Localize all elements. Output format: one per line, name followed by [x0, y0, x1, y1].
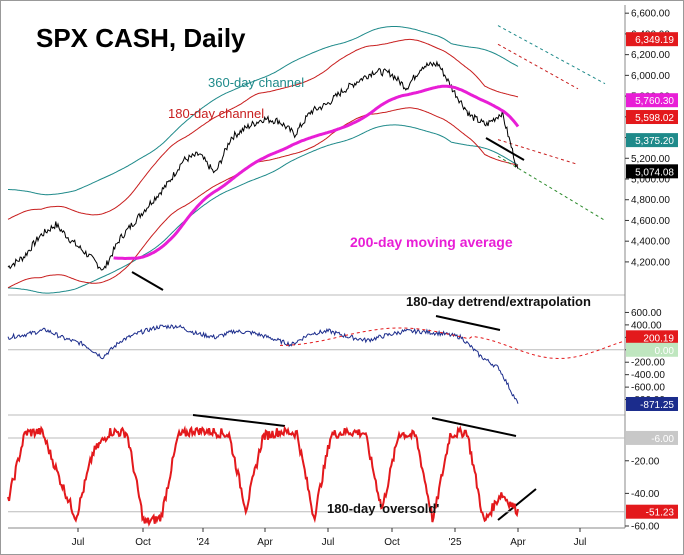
- trendline-apr25: [485, 137, 525, 161]
- value-tag-bg: [626, 164, 678, 179]
- value-tag-bg: [626, 342, 678, 357]
- y-tick-label: -20.00: [631, 456, 660, 467]
- annotation-detrend: 180-day detrend/extrapolation: [406, 294, 591, 309]
- x-tick-label: Jul: [72, 537, 85, 548]
- y-tick-label: -600.00: [631, 383, 665, 394]
- chart-title: SPX CASH, Daily: [36, 23, 246, 53]
- y-tick-label: 6,200.00: [631, 50, 670, 61]
- value-tag-bg: [626, 504, 678, 519]
- annotation-oversold: 180-day 'oversold': [327, 501, 439, 516]
- y-tick-label: -40.00: [631, 489, 660, 500]
- value-tag-bg: [626, 396, 678, 411]
- channel-180-lower: [7, 107, 519, 289]
- y-tick-label: 600.00: [631, 308, 662, 319]
- channel-360-upper: [8, 26, 519, 196]
- value-tag-label: -6.00: [651, 434, 674, 445]
- trendline-oversold-3: [497, 488, 537, 521]
- oversold-series: [7, 425, 625, 527]
- annotation-180-channel: 180-day channel: [168, 106, 264, 121]
- x-tick-label: Jul: [322, 537, 335, 548]
- trendline-oversold-2: [431, 417, 517, 437]
- value-tag-bg: [626, 430, 678, 445]
- channel-180-lower-projection: [497, 139, 579, 165]
- x-tick-label: Apr: [257, 537, 273, 548]
- value-tag-label: 6,349.19: [635, 35, 674, 46]
- ma-200-line: [113, 84, 520, 260]
- value-tag-label: 5,598.02: [635, 113, 674, 124]
- x-tick-label: Oct: [384, 537, 400, 548]
- ma-200-path: [113, 84, 520, 260]
- y-tick-label: -200.00: [631, 358, 665, 369]
- channel-lines: [7, 25, 606, 294]
- y-tick-label: 5,200.00: [631, 154, 670, 165]
- x-tick-label: '24: [196, 537, 209, 548]
- y-tick-label: 4,800.00: [631, 195, 670, 206]
- price-series: [7, 60, 519, 271]
- value-tag-label: 0.00: [655, 346, 675, 357]
- value-tag-bg: [626, 110, 678, 125]
- value-tag-bg: [626, 93, 678, 108]
- trendline-detrend: [435, 315, 501, 331]
- y-tick-label: 4,200.00: [631, 257, 670, 268]
- y-axis: 4,200.00 4,400.00 4,600.00 4,800.00 5,000.00…: [625, 9, 670, 533]
- y-tick-label: 6,000.00: [631, 71, 670, 82]
- oversold-line: [7, 425, 519, 527]
- detrend-series: [7, 324, 626, 404]
- channel-360-lower: [7, 124, 519, 294]
- x-tick-label: Jul: [574, 537, 587, 548]
- y-tick-label: 5,000.00: [631, 175, 670, 186]
- value-tag-label: 5,760.30: [635, 96, 674, 107]
- y-tick-label: 6,600.00: [631, 9, 670, 20]
- channel-180-upper: [7, 38, 519, 220]
- trendline-oct23: [131, 271, 164, 291]
- value-tag-bg: [626, 32, 678, 47]
- channel-180-upper-projection: [497, 43, 579, 90]
- value-tag-label: -51.23: [646, 508, 675, 519]
- trendline-oversold-1: [192, 414, 286, 427]
- channel-360-upper-projection: [497, 25, 606, 85]
- y-tick-label: 4,600.00: [631, 216, 670, 227]
- value-tags: 6,349.19 5,760.30 5,598.02 5,375.20 5,074.08…: [626, 32, 678, 519]
- y-tick-label: -400.00: [631, 370, 665, 381]
- value-tag-label: 5,074.08: [635, 167, 674, 178]
- x-tick-label: Oct: [135, 537, 151, 548]
- x-tick-label: '25: [448, 537, 461, 548]
- price-line: [7, 60, 519, 271]
- value-tag-bg: [626, 133, 678, 148]
- y-tick-label: -60.00: [631, 522, 660, 533]
- annotation-200ma: 200-day moving average: [350, 234, 513, 250]
- x-axis: Jul Oct '24 Apr Jul Oct '25 Apr Jul: [72, 528, 587, 548]
- extrapolation-line: [280, 327, 626, 360]
- value-tag-label: -871.25: [640, 400, 674, 411]
- y-tick-label: 4,400.00: [631, 237, 670, 248]
- channel-360-lower-projection: [497, 155, 606, 221]
- value-tag-label: 5,375.20: [635, 136, 674, 147]
- trendlines: [131, 137, 537, 521]
- detrend-line: [7, 324, 519, 404]
- x-tick-label: Apr: [510, 537, 526, 548]
- y-tick-label: 400.00: [631, 320, 662, 331]
- value-tag-bg: [626, 330, 678, 345]
- annotation-360-channel: 360-day channel: [208, 75, 304, 90]
- value-tag-label: 200.19: [643, 333, 674, 344]
